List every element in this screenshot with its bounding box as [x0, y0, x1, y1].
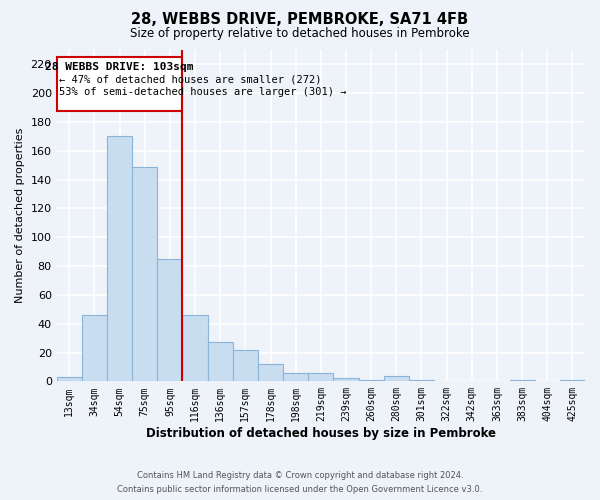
Text: 28, WEBBS DRIVE, PEMBROKE, SA71 4FB: 28, WEBBS DRIVE, PEMBROKE, SA71 4FB	[131, 12, 469, 28]
Bar	[308, 372, 334, 382]
Bar	[560, 380, 585, 382]
Bar	[258, 364, 283, 382]
FancyBboxPatch shape	[56, 57, 182, 110]
Bar	[359, 380, 384, 382]
Bar	[384, 376, 409, 382]
X-axis label: Distribution of detached houses by size in Pembroke: Distribution of detached houses by size …	[146, 427, 496, 440]
Bar	[283, 372, 308, 382]
Bar	[56, 377, 82, 382]
Bar	[233, 350, 258, 382]
Bar	[334, 378, 359, 382]
Bar	[157, 259, 182, 382]
Bar	[132, 166, 157, 382]
Text: Size of property relative to detached houses in Pembroke: Size of property relative to detached ho…	[130, 28, 470, 40]
Y-axis label: Number of detached properties: Number of detached properties	[15, 128, 25, 304]
Text: Contains HM Land Registry data © Crown copyright and database right 2024.
Contai: Contains HM Land Registry data © Crown c…	[118, 472, 482, 494]
Bar	[82, 315, 107, 382]
Bar	[509, 380, 535, 382]
Text: 53% of semi-detached houses are larger (301) →: 53% of semi-detached houses are larger (…	[59, 88, 347, 98]
Bar	[409, 380, 434, 382]
Text: 28 WEBBS DRIVE: 103sqm: 28 WEBBS DRIVE: 103sqm	[45, 62, 194, 72]
Bar	[208, 342, 233, 382]
Bar	[182, 315, 208, 382]
Text: ← 47% of detached houses are smaller (272): ← 47% of detached houses are smaller (27…	[59, 74, 322, 85]
Bar	[107, 136, 132, 382]
